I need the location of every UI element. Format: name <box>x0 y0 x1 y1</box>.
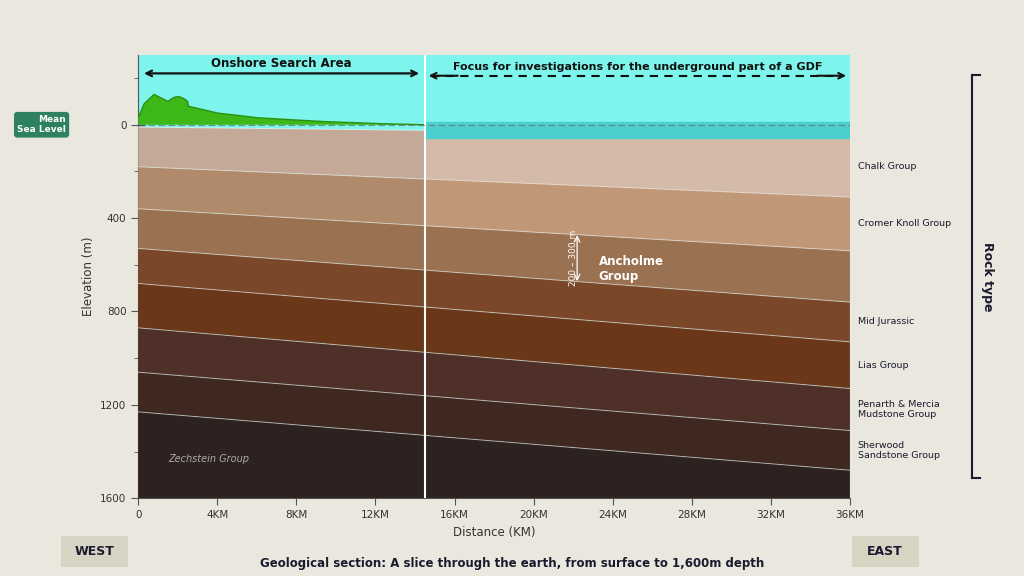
Polygon shape <box>425 130 850 197</box>
Text: Lias Group: Lias Group <box>858 361 908 370</box>
FancyBboxPatch shape <box>60 536 129 567</box>
Polygon shape <box>138 328 850 430</box>
Text: Sherwood
Sandstone Group: Sherwood Sandstone Group <box>858 441 940 460</box>
Polygon shape <box>138 412 850 498</box>
Text: WEST: WEST <box>75 545 115 558</box>
Polygon shape <box>425 130 850 197</box>
Text: Onshore Search Area: Onshore Search Area <box>211 56 352 70</box>
Polygon shape <box>138 209 850 302</box>
Polygon shape <box>138 127 850 197</box>
Polygon shape <box>138 283 850 389</box>
Text: Ancholme
Group: Ancholme Group <box>599 256 664 283</box>
Text: EAST: EAST <box>867 545 903 558</box>
Text: Zechstein Group: Zechstein Group <box>168 453 249 464</box>
Polygon shape <box>425 179 850 251</box>
Text: Rock type: Rock type <box>981 242 994 311</box>
Text: Mean
Sea Level: Mean Sea Level <box>17 115 66 134</box>
FancyBboxPatch shape <box>851 536 920 567</box>
Text: Chalk Group: Chalk Group <box>858 162 916 170</box>
Polygon shape <box>138 248 850 342</box>
Text: Penarth & Mercia
Mudstone Group: Penarth & Mercia Mudstone Group <box>858 400 940 419</box>
Polygon shape <box>138 167 850 251</box>
Y-axis label: Elevation (m): Elevation (m) <box>82 237 94 316</box>
Polygon shape <box>138 372 850 470</box>
Text: Cromer Knoll Group: Cromer Knoll Group <box>858 219 951 229</box>
Polygon shape <box>425 122 850 138</box>
Text: Mid Jurassic: Mid Jurassic <box>858 317 914 327</box>
Polygon shape <box>138 94 425 125</box>
Text: Focus for investigations for the underground part of a GDF: Focus for investigations for the undergr… <box>453 62 822 73</box>
Text: 200 – 300 m: 200 – 300 m <box>568 230 578 286</box>
Text: Geological section: A slice through the earth, from surface to 1,600m depth: Geological section: A slice through the … <box>260 557 764 570</box>
X-axis label: Distance (KM): Distance (KM) <box>453 526 536 539</box>
